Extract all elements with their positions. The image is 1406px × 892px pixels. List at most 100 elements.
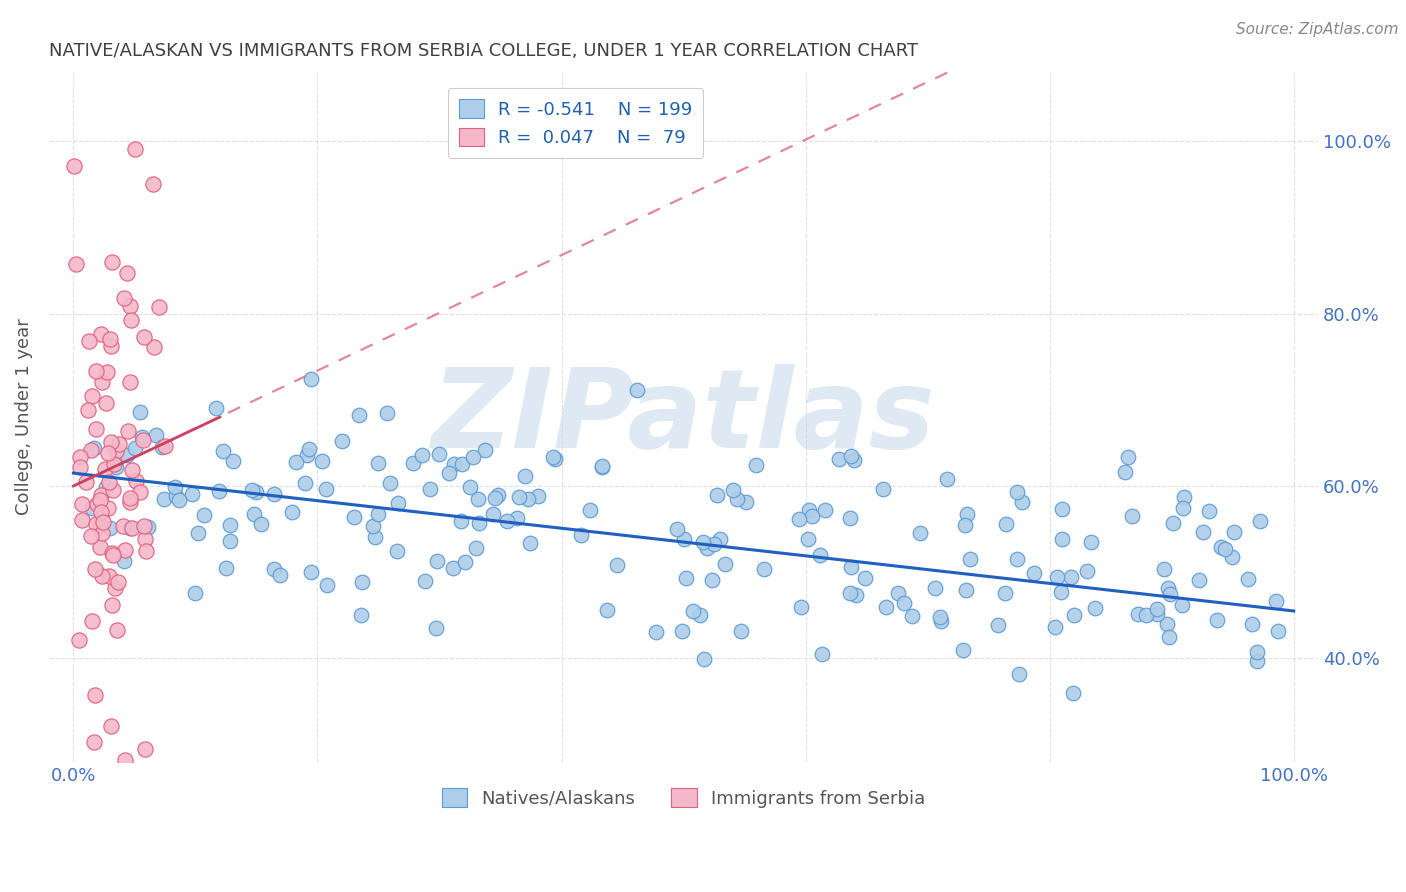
- Point: [987, 618, 1010, 632]
- Point: [120, 495, 142, 509]
- Point: [101, 548, 124, 562]
- Point: [1191, 524, 1213, 539]
- Point: [367, 456, 389, 470]
- Point: [131, 430, 153, 444]
- Point: [83, 441, 105, 455]
- Point: [1080, 534, 1102, 549]
- Point: [90, 505, 112, 519]
- Point: [93, 515, 115, 529]
- Point: [387, 496, 409, 510]
- Point: [98, 475, 121, 490]
- Point: [153, 492, 176, 507]
- Point: [519, 536, 541, 550]
- Point: [124, 441, 146, 455]
- Point: [517, 491, 540, 506]
- Point: [1171, 599, 1194, 613]
- Point: [994, 586, 1017, 600]
- Point: [682, 604, 704, 618]
- Point: [219, 533, 242, 548]
- Point: [924, 581, 946, 595]
- Point: [1156, 616, 1178, 631]
- Point: [163, 479, 186, 493]
- Point: [411, 448, 433, 462]
- Point: [745, 458, 768, 473]
- Point: [808, 548, 831, 562]
- Point: [364, 530, 387, 544]
- Point: [145, 427, 167, 442]
- Point: [703, 537, 725, 551]
- Point: [97, 569, 120, 583]
- Point: [86, 498, 108, 512]
- Point: [114, 753, 136, 767]
- Point: [135, 544, 157, 558]
- Point: [90, 326, 112, 341]
- Point: [721, 483, 744, 498]
- Point: [706, 488, 728, 502]
- Point: [1052, 532, 1074, 546]
- Point: [121, 463, 143, 477]
- Point: [1063, 608, 1085, 623]
- Point: [131, 433, 153, 447]
- Point: [467, 492, 489, 507]
- Point: [89, 518, 111, 533]
- Point: [872, 482, 894, 496]
- Point: [571, 527, 593, 541]
- Point: [263, 562, 285, 576]
- Point: [101, 546, 124, 560]
- Point: [505, 510, 527, 524]
- Point: [82, 500, 104, 515]
- Point: [128, 484, 150, 499]
- Point: [427, 447, 450, 461]
- Point: [112, 553, 135, 567]
- Point: [100, 435, 122, 450]
- Point: [544, 451, 567, 466]
- Point: [115, 448, 138, 462]
- Point: [299, 565, 322, 579]
- Point: [465, 541, 488, 556]
- Point: [1157, 581, 1180, 595]
- Text: NATIVE/ALASKAN VS IMMIGRANTS FROM SERBIA COLLEGE, UNDER 1 YEAR CORRELATION CHART: NATIVE/ALASKAN VS IMMIGRANTS FROM SERBIA…: [49, 42, 918, 60]
- Point: [100, 339, 122, 353]
- Point: [893, 596, 915, 610]
- Point: [298, 442, 321, 456]
- Point: [121, 521, 143, 535]
- Point: [1241, 617, 1264, 632]
- Point: [84, 562, 107, 576]
- Point: [1237, 573, 1260, 587]
- Point: [153, 439, 176, 453]
- Point: [378, 476, 401, 491]
- Point: [527, 489, 550, 503]
- Point: [132, 519, 155, 533]
- Point: [350, 575, 373, 590]
- Point: [375, 406, 398, 420]
- Point: [129, 405, 152, 419]
- Point: [120, 312, 142, 326]
- Point: [702, 573, 724, 587]
- Point: [1043, 619, 1066, 633]
- Point: [672, 532, 695, 546]
- Point: [269, 567, 291, 582]
- Point: [936, 472, 959, 486]
- Point: [315, 578, 337, 592]
- Point: [75, 475, 97, 490]
- Point: [875, 600, 897, 615]
- Point: [955, 517, 977, 532]
- Point: [100, 718, 122, 732]
- Point: [450, 514, 472, 528]
- Point: [124, 142, 146, 156]
- Y-axis label: College, Under 1 year: College, Under 1 year: [15, 318, 32, 516]
- Point: [76, 403, 98, 417]
- Point: [1171, 501, 1194, 516]
- Point: [79, 334, 101, 348]
- Point: [89, 540, 111, 554]
- Point: [80, 529, 103, 543]
- Point: [752, 562, 775, 576]
- Point: [1159, 587, 1181, 601]
- Point: [1163, 516, 1185, 530]
- Point: [1265, 594, 1288, 608]
- Point: [443, 457, 465, 471]
- Point: [1246, 645, 1268, 659]
- Point: [513, 469, 536, 483]
- Point: [222, 453, 245, 467]
- Point: [63, 159, 86, 173]
